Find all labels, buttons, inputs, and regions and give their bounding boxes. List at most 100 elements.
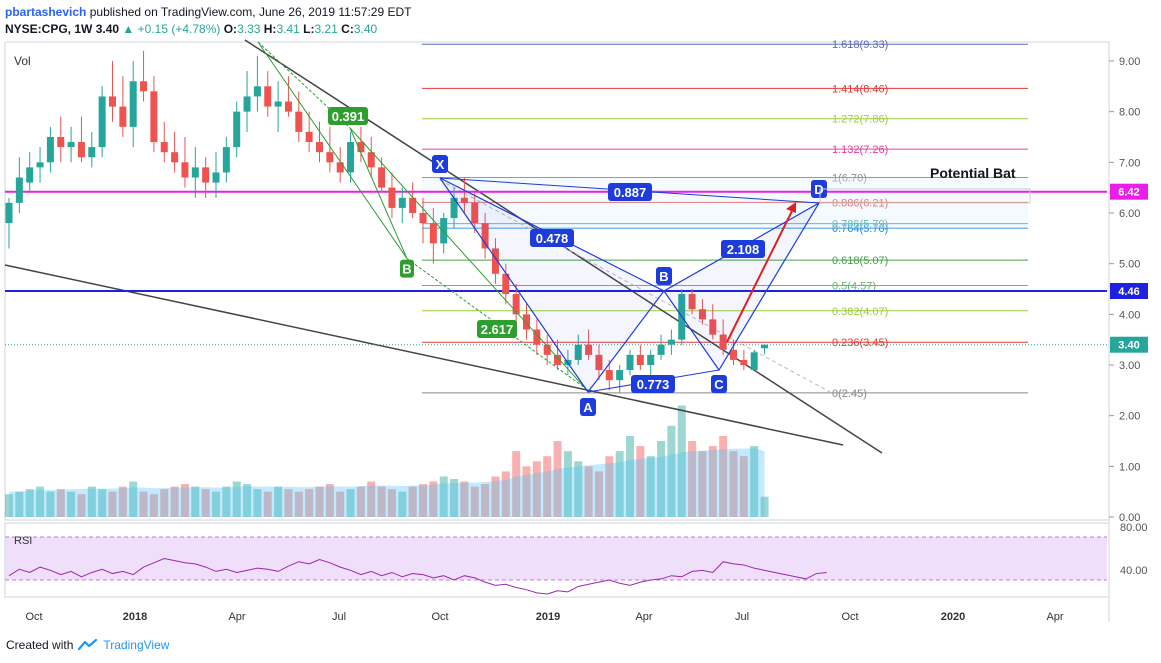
ratio-badge: C <box>711 375 727 393</box>
svg-text:B: B <box>402 262 411 277</box>
candle-body <box>440 218 448 244</box>
fib-level-label: 0.382(4.07) <box>832 306 888 318</box>
low-label: L: <box>303 22 315 36</box>
candle-body <box>233 111 241 148</box>
candle-body <box>253 86 261 97</box>
candle-body <box>740 359 748 365</box>
volume-bar <box>87 486 96 517</box>
candle-body <box>750 352 758 371</box>
svg-text:0.773: 0.773 <box>637 377 670 392</box>
time-tick-label: 2018 <box>123 611 147 623</box>
fib-level-label: 1.132(7.26) <box>832 144 888 156</box>
candle-body <box>595 354 603 371</box>
fib-level-label: 0.5(4.57) <box>832 280 876 292</box>
candle-body <box>274 101 282 107</box>
volume-bar <box>646 456 655 517</box>
fib-level-label: 1.414(8.46) <box>832 83 888 95</box>
candle-body <box>730 349 737 360</box>
tradingview-brand[interactable]: TradingView <box>103 638 170 652</box>
volume-bar <box>77 494 86 517</box>
author-link[interactable]: pbartashevich <box>5 5 87 19</box>
fib-level-label: 1.272(7.86) <box>832 114 888 126</box>
volume-bar <box>387 489 396 517</box>
fib-level-label: 0.764(5.70) <box>832 223 888 235</box>
candle-body <box>460 197 468 203</box>
volume-bar <box>46 491 55 517</box>
ratio-badge: 0.773 <box>631 375 675 393</box>
candle-body <box>388 187 396 208</box>
arrow-head-icon <box>786 202 796 213</box>
price-axis[interactable]: 9.00 8.00 7.00 6.00 5.00 4.00 3.00 2.00 1.00 0.00 <box>1109 56 1140 524</box>
volume-bar <box>25 489 34 517</box>
volume-bar <box>491 476 500 517</box>
volume-bar <box>129 481 138 517</box>
candle-body <box>191 167 199 178</box>
candle-body <box>222 147 230 173</box>
tradingview-logo-icon <box>78 638 98 651</box>
volume-bar <box>336 491 345 517</box>
candle-body <box>357 142 365 153</box>
published-text: published on TradingView.com, June 26, 2… <box>89 5 412 19</box>
time-tick-label: Oct <box>841 611 858 623</box>
candle-body <box>98 96 106 148</box>
volume-bar <box>429 481 438 517</box>
candle-body <box>15 177 23 203</box>
candle-body <box>316 142 323 153</box>
candle-body <box>326 152 334 163</box>
candle-body <box>657 344 665 355</box>
candle-body <box>295 111 303 132</box>
volume-bar <box>563 451 572 517</box>
up-arrow-icon: ▲ <box>122 22 135 36</box>
price-tick-label: 4.00 <box>1119 309 1140 321</box>
volume-bar <box>408 486 417 517</box>
volume-bar <box>108 491 117 517</box>
candle-body <box>57 136 65 148</box>
open-value: 3.33 <box>237 22 261 36</box>
candle-body <box>171 152 179 163</box>
price-tick-label: 3.00 <box>1119 360 1140 372</box>
volume-bar <box>149 494 158 517</box>
svg-text:0.887: 0.887 <box>614 185 647 200</box>
volume-bar <box>5 494 13 517</box>
price-tick-label: 2.00 <box>1119 411 1140 423</box>
potential-bat-annotation: Potential Bat <box>930 165 1016 181</box>
candle-body <box>67 142 75 148</box>
time-tick-label: 2020 <box>941 611 965 623</box>
candle-body <box>109 96 116 107</box>
price-tick-label: 6.00 <box>1119 208 1140 220</box>
volume-bar <box>419 484 427 517</box>
candle-body <box>523 314 530 330</box>
candle-body <box>264 86 272 107</box>
candle-body <box>502 273 510 295</box>
volume-bar <box>315 486 324 517</box>
candle-body <box>616 370 624 381</box>
time-tick-label: Apr <box>1046 611 1063 623</box>
candle-body <box>471 202 479 224</box>
rsi-band <box>5 537 1107 580</box>
volume-bar <box>439 476 448 517</box>
candle-body <box>512 294 520 315</box>
time-tick-label: Oct <box>431 611 448 623</box>
volume-bar <box>160 489 169 517</box>
symbol-line: NYSE:CPG, 1W 3.40 ▲ +0.15 (+4.78%) O:3.3… <box>5 21 412 38</box>
volume-bar <box>698 451 707 517</box>
volume-label: Vol <box>14 54 31 68</box>
volume-bar <box>708 446 717 517</box>
volume-bar <box>56 489 65 517</box>
price-tick-label: 0.00 <box>1119 512 1140 524</box>
lower-trendline <box>4 264 844 446</box>
candle-body <box>688 294 696 310</box>
time-tick-label: Jul <box>735 611 749 623</box>
rsi-pane: RSI 80.00 40.00 <box>5 522 1148 595</box>
volume-bar <box>274 486 283 517</box>
price-change: +0.15 (+4.78%) <box>137 22 221 36</box>
volume-bar <box>222 486 231 517</box>
volume-bar <box>739 456 748 517</box>
time-axis[interactable]: Oct 2018 Apr Jul Oct 2019 Apr Jul Oct 2020 Apr <box>25 611 1063 623</box>
rsi-label: RSI <box>14 535 32 547</box>
projection-dashed <box>439 179 831 393</box>
volume-bar <box>522 466 531 517</box>
volume-bar <box>760 496 769 517</box>
volume-bar <box>677 405 686 517</box>
